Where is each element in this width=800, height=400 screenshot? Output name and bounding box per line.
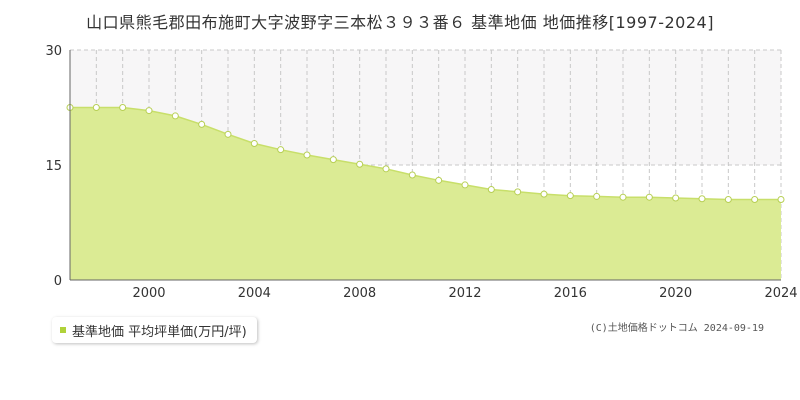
y-tick-label: 0 [54,274,62,289]
data-point [408,171,416,179]
data-point [250,140,258,148]
x-tick-label: 2008 [343,286,376,301]
data-point [487,186,495,194]
y-tick-label: 15 [45,159,62,174]
x-tick-label: 2012 [448,286,481,301]
data-point [566,192,574,200]
data-point [329,156,337,164]
data-point [593,192,601,200]
x-tick-label: 2004 [238,286,271,301]
x-tick-label: 2016 [554,286,587,301]
data-point [619,193,627,201]
data-point [645,193,653,201]
data-point [198,120,206,128]
data-point [119,104,127,111]
series-line [70,106,781,201]
data-point [382,165,390,173]
data-point [698,195,706,203]
y-tick-label: 30 [45,44,62,59]
data-point [724,196,732,203]
data-point [514,188,522,196]
data-point [277,146,285,154]
data-point [171,112,179,120]
legend-swatch [60,327,66,333]
x-tick-label: 2024 [764,286,797,301]
data-point [224,130,232,138]
chart-title: 山口県熊毛郡田布施町大字波野字三本松３９３番６ 基準地価 地価推移[1997-2… [86,13,714,32]
x-tick-label: 2020 [659,286,692,301]
x-tick-label: 2000 [132,286,165,301]
data-point [777,196,785,203]
data-point [356,160,364,168]
data-point [92,104,100,111]
data-point [145,107,153,115]
legend-label: 基準地価 平均坪単価(万円/坪) [72,324,247,340]
legend: 基準地価 平均坪単価(万円/坪) [52,317,257,343]
data-point [540,190,548,198]
data-point [751,196,759,203]
data-point [435,176,443,184]
data-point [303,151,311,159]
copyright-note: (C)土地価格ドットコム 2024-09-19 [589,323,764,334]
data-point [672,194,680,202]
series-area [70,107,781,280]
data-point [461,181,469,189]
